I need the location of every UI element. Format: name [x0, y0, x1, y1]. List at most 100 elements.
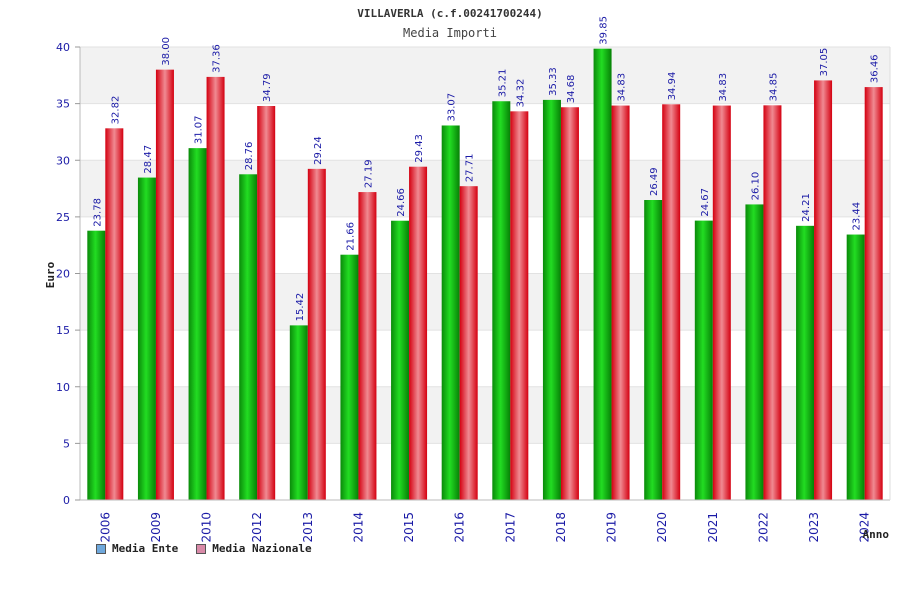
data-label: 34.79 [262, 73, 273, 102]
bar-media-nazionale [712, 105, 731, 501]
data-label: 34.32 [515, 79, 526, 108]
legend-item-media-nazionale: Media Nazionale [196, 542, 312, 555]
x-tick-label: 2006 [98, 512, 112, 543]
y-axis-label: Euro [44, 261, 57, 288]
data-label: 28.76 [244, 142, 255, 171]
bar-media-ente [796, 225, 815, 500]
data-label: 34.83 [718, 73, 729, 102]
bar-media-nazionale [763, 105, 782, 500]
data-label: 31.07 [194, 115, 205, 144]
bar-media-nazionale [307, 168, 326, 500]
y-tick-label: 15 [56, 324, 70, 337]
legend-swatch-media-ente [96, 543, 106, 554]
chart-subtitle: Media Importi [403, 26, 497, 40]
bar-media-ente [441, 125, 460, 501]
value-labels: 23.78 32.82 28.47 38.00 31.07 37.36 28.76 34.79… [92, 16, 880, 321]
bar-media-nazionale [257, 106, 276, 501]
bar-media-ente [593, 48, 612, 500]
data-label: 29.43 [414, 134, 425, 163]
bar-media-nazionale [662, 104, 681, 500]
y-tick-label: 35 [56, 98, 70, 111]
data-label: 34.85 [768, 73, 779, 102]
bar-media-ente [289, 325, 308, 500]
x-tick-label: 2016 [453, 512, 467, 543]
bar-media-nazionale [409, 166, 428, 500]
bar-media-ente [188, 148, 207, 500]
bar-media-nazionale [105, 128, 124, 500]
data-label: 26.49 [649, 167, 660, 196]
bar-media-ente [745, 204, 764, 501]
y-tick-label: 0 [63, 494, 70, 507]
bar-media-nazionale [560, 107, 579, 501]
x-axis-label: Anno [863, 528, 890, 541]
data-label: 27.19 [363, 159, 374, 188]
x-tick-label: 2024 [858, 512, 872, 543]
bars [87, 48, 883, 501]
data-label: 37.36 [212, 44, 223, 73]
data-label: 24.66 [396, 188, 407, 217]
legend-item-media-ente: Media Ente [96, 542, 178, 555]
legend-label-media-ente: Media Ente [112, 542, 179, 555]
legend-label-media-nazionale: Media Nazionale [212, 542, 312, 555]
chart-title: VILLAVERLA (c.f.00241700244) [357, 7, 542, 20]
data-label: 27.71 [465, 154, 476, 183]
data-label: 15.42 [295, 293, 306, 322]
x-tick-label: 2009 [149, 512, 163, 543]
data-label: 21.66 [345, 222, 356, 251]
data-label: 34.68 [566, 75, 577, 104]
data-label: 28.47 [143, 145, 154, 174]
data-label: 34.83 [617, 73, 628, 102]
bar-media-ente [137, 177, 156, 500]
y-tick-label: 30 [56, 154, 70, 167]
data-label: 29.24 [313, 136, 324, 165]
data-label: 33.07 [447, 93, 458, 122]
bar-media-nazionale [155, 69, 174, 501]
x-tick-label: 2013 [301, 512, 315, 543]
y-tick-label: 40 [56, 41, 70, 54]
bar-media-ente [846, 234, 865, 501]
y-tick-label: 25 [56, 211, 70, 224]
bar-media-nazionale [206, 76, 225, 500]
bar-media-ente [239, 174, 258, 500]
bar-media-nazionale [814, 80, 833, 500]
legend: Media Ente Media Nazionale [96, 542, 312, 555]
bar-media-nazionale [510, 111, 529, 501]
data-label: 23.78 [92, 198, 103, 227]
data-label: 32.82 [110, 96, 121, 125]
x-tick-label: 2019 [605, 512, 619, 543]
data-label: 35.33 [548, 67, 559, 96]
x-tick-label: 2020 [655, 512, 669, 543]
x-tick-label: 2012 [250, 512, 264, 543]
bar-media-ente [391, 220, 410, 500]
bar-media-nazionale [459, 186, 478, 500]
legend-swatch-media-nazionale [196, 543, 207, 554]
data-label: 38.00 [161, 37, 172, 66]
x-tick-label: 2023 [807, 512, 821, 543]
x-tick-label: 2014 [351, 512, 365, 543]
x-tick-label: 2022 [756, 512, 770, 543]
data-label: 24.67 [700, 188, 711, 217]
bar-media-nazionale [358, 192, 377, 501]
data-label: 26.10 [750, 172, 761, 201]
bar-media-ente [492, 101, 511, 500]
x-tick-label: 2018 [554, 512, 568, 543]
y-ticks: 0 5 10 15 20 25 30 35 40 [56, 41, 80, 507]
data-label: 36.46 [870, 54, 881, 83]
bar-media-ente [644, 200, 663, 501]
x-ticks: 2006 2009 2010 2012 2013 2014 2015 2016 2017 2018… [98, 512, 871, 543]
bar-media-ente [87, 230, 106, 500]
data-label: 23.44 [852, 202, 863, 231]
bar-media-nazionale [864, 87, 883, 500]
bar-media-ente [340, 254, 359, 500]
data-label: 39.85 [599, 16, 610, 45]
data-label: 35.21 [497, 69, 508, 98]
bar-media-ente [542, 99, 561, 500]
y-tick-label: 10 [56, 381, 70, 394]
y-tick-label: 20 [56, 268, 70, 281]
x-tick-label: 2015 [402, 512, 416, 543]
x-tick-label: 2017 [503, 512, 517, 543]
bar-media-nazionale [611, 105, 630, 501]
x-tick-label: 2021 [706, 512, 720, 543]
x-tick-label: 2010 [200, 512, 214, 543]
